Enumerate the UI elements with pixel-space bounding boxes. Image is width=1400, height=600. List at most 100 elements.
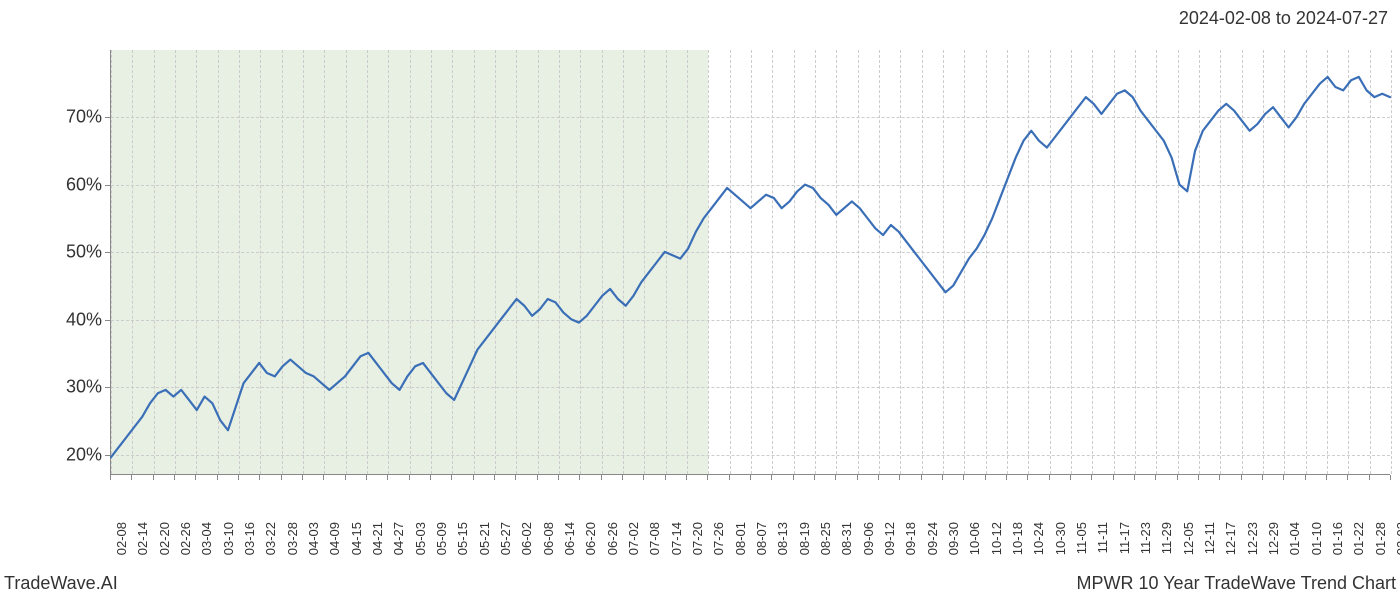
x-tick-label: 08-07 xyxy=(754,522,769,555)
x-tick-label: 09-18 xyxy=(903,522,918,555)
x-tick-mark xyxy=(515,475,516,480)
y-tick-label: 40% xyxy=(66,309,102,330)
x-tick-label: 05-03 xyxy=(413,522,428,555)
x-tick-label: 05-21 xyxy=(477,522,492,555)
x-tick-label: 11-05 xyxy=(1074,522,1089,554)
x-tick-label: 02-20 xyxy=(157,522,172,555)
x-tick-label: 03-10 xyxy=(221,522,236,555)
x-tick-label: 06-08 xyxy=(541,522,556,555)
x-tick-mark xyxy=(1305,475,1306,480)
x-tick-mark xyxy=(259,475,260,480)
x-tick-mark xyxy=(537,475,538,480)
x-tick-label: 12-11 xyxy=(1202,522,1217,554)
x-tick-label: 09-06 xyxy=(861,522,876,555)
x-tick-label: 01-22 xyxy=(1351,522,1366,555)
x-tick-mark xyxy=(601,475,602,480)
x-tick-label: 11-11 xyxy=(1095,522,1110,553)
x-tick-label: 12-29 xyxy=(1266,522,1281,555)
x-tick-mark xyxy=(195,475,196,480)
x-tick-mark xyxy=(217,475,218,480)
x-tick-mark xyxy=(323,475,324,480)
x-tick-mark xyxy=(1283,475,1284,480)
x-tick-label: 09-24 xyxy=(925,522,940,555)
x-tick-label: 11-23 xyxy=(1138,522,1153,554)
x-tick-mark xyxy=(1369,475,1370,480)
x-tick-label: 04-15 xyxy=(349,522,364,555)
x-tick-mark xyxy=(1070,475,1071,480)
y-tick-mark xyxy=(105,117,110,118)
x-tick-label: 03-22 xyxy=(263,522,278,555)
x-tick-mark xyxy=(1241,475,1242,480)
x-tick-mark xyxy=(1326,475,1327,480)
x-tick-label: 02-08 xyxy=(114,522,129,555)
x-tick-label: 07-14 xyxy=(669,522,684,555)
x-tick-label: 04-03 xyxy=(306,522,321,555)
footer-brand: TradeWave.AI xyxy=(4,573,118,594)
x-tick-label: 12-17 xyxy=(1223,522,1238,555)
x-tick-mark xyxy=(878,475,879,480)
y-tick-mark xyxy=(105,320,110,321)
x-tick-label: 05-27 xyxy=(498,522,513,555)
x-tick-label: 02-26 xyxy=(178,522,193,555)
y-tick-label: 30% xyxy=(66,377,102,398)
x-tick-label: 01-28 xyxy=(1373,522,1388,555)
y-tick-label: 60% xyxy=(66,174,102,195)
x-tick-mark xyxy=(153,475,154,480)
x-tick-label: 10-18 xyxy=(1010,522,1025,555)
x-tick-mark xyxy=(1049,475,1050,480)
y-tick-mark xyxy=(105,252,110,253)
y-tick-mark xyxy=(105,185,110,186)
date-range-label: 2024-02-08 to 2024-07-27 xyxy=(1179,8,1388,29)
x-tick-mark xyxy=(366,475,367,480)
y-tick-label: 50% xyxy=(66,242,102,263)
x-tick-label: 02-03 xyxy=(1394,522,1400,555)
x-tick-mark xyxy=(1347,475,1348,480)
x-tick-label: 08-01 xyxy=(733,522,748,555)
x-tick-label: 06-20 xyxy=(583,522,598,555)
x-tick-label: 05-09 xyxy=(434,522,449,555)
footer-title: MPWR 10 Year TradeWave Trend Chart xyxy=(1077,573,1396,594)
x-tick-mark xyxy=(1155,475,1156,480)
x-tick-label: 04-27 xyxy=(391,522,406,555)
x-tick-mark xyxy=(174,475,175,480)
x-tick-mark xyxy=(835,475,836,480)
x-tick-label: 12-05 xyxy=(1181,522,1196,555)
x-tick-label: 04-09 xyxy=(327,522,342,555)
y-tick-mark xyxy=(105,455,110,456)
x-tick-label: 10-12 xyxy=(989,522,1004,555)
x-tick-mark xyxy=(921,475,922,480)
x-tick-mark xyxy=(750,475,751,480)
x-tick-mark xyxy=(899,475,900,480)
x-tick-mark xyxy=(857,475,858,480)
x-tick-mark xyxy=(793,475,794,480)
x-tick-mark xyxy=(1219,475,1220,480)
x-tick-label: 09-30 xyxy=(946,522,961,555)
x-tick-mark xyxy=(686,475,687,480)
x-tick-label: 06-26 xyxy=(605,522,620,555)
x-tick-mark xyxy=(942,475,943,480)
x-tick-label: 10-06 xyxy=(967,522,982,555)
x-tick-mark xyxy=(409,475,410,480)
x-tick-label: 11-17 xyxy=(1117,522,1132,554)
x-tick-mark xyxy=(110,475,111,480)
x-tick-mark xyxy=(1113,475,1114,480)
grid-line-v xyxy=(1391,50,1392,474)
x-tick-label: 01-04 xyxy=(1287,522,1302,555)
trend-line xyxy=(111,77,1390,457)
x-tick-label: 07-08 xyxy=(647,522,662,555)
x-tick-label: 03-28 xyxy=(285,522,300,555)
x-tick-label: 02-14 xyxy=(135,522,150,555)
x-tick-mark xyxy=(1027,475,1028,480)
x-tick-label: 03-04 xyxy=(199,522,214,555)
x-tick-mark xyxy=(1091,475,1092,480)
x-tick-label: 08-31 xyxy=(839,522,854,555)
x-tick-mark xyxy=(1177,475,1178,480)
y-tick-label: 20% xyxy=(66,444,102,465)
x-tick-mark xyxy=(579,475,580,480)
x-tick-label: 01-16 xyxy=(1330,522,1345,555)
x-tick-mark xyxy=(1390,475,1391,480)
x-tick-mark xyxy=(707,475,708,480)
x-tick-mark xyxy=(558,475,559,480)
x-tick-label: 07-20 xyxy=(690,522,705,555)
x-tick-label: 10-24 xyxy=(1031,522,1046,555)
